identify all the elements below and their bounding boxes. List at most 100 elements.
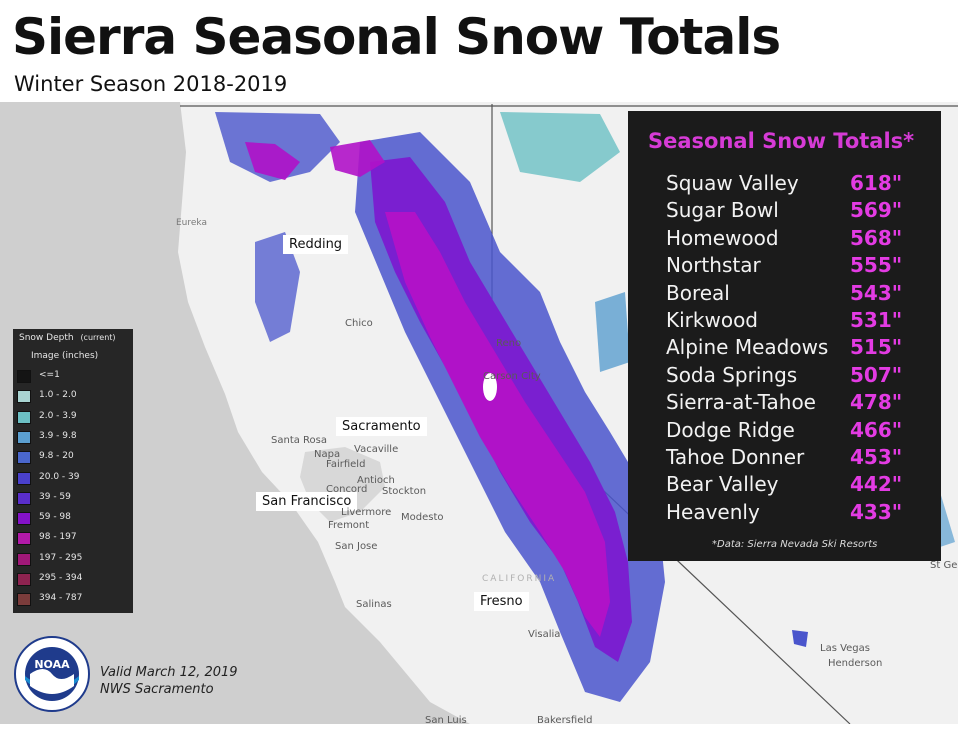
resort-name: Dodge Ridge <box>666 417 795 442</box>
city-eureka: Eureka <box>176 218 207 228</box>
resort-row: Homewood 568" <box>666 226 926 252</box>
state-label: CALIFORNIA <box>482 574 557 584</box>
city-chico: Chico <box>345 318 373 329</box>
city-napa: Napa <box>314 449 341 460</box>
city-vacaville: Vacaville <box>354 444 399 455</box>
resort-name: Kirkwood <box>666 308 759 332</box>
city-st-george: St Geo <box>930 560 958 571</box>
resort-name: Heavenly <box>666 499 760 524</box>
resort-snow-total: 555" <box>850 253 903 278</box>
snow-band-core <box>385 212 610 637</box>
legend-label: 2.0 - 3.9 <box>39 410 77 421</box>
city-las-vegas: Las Vegas <box>820 643 870 654</box>
resort-row: Sugar Bowl 569" <box>666 198 926 224</box>
city-concord: Concord <box>326 484 368 495</box>
legend-label: 3.9 - 9.8 <box>39 430 77 441</box>
legend-swatch <box>17 491 31 505</box>
resort-snow-total: 433" <box>850 499 903 524</box>
resort-row: Alpine Meadows 515" <box>666 335 926 361</box>
resort-name: Soda Springs <box>666 362 798 387</box>
resort-row: Bear Valley 442" <box>666 472 926 498</box>
snow-nv-1 <box>500 112 620 182</box>
city-modesto: Modesto <box>401 512 444 523</box>
city-san-francisco: San Francisco <box>256 492 358 511</box>
resort-snow-total: 568" <box>850 225 903 250</box>
city-redding: Redding <box>283 235 349 254</box>
resort-row: Sierra-at-Tahoe 478" <box>666 390 926 416</box>
city-salinas: Salinas <box>356 599 392 610</box>
noaa-logo-icon: NOAA <box>14 636 90 712</box>
legend-label: 9.8 - 20 <box>39 451 74 462</box>
snow-totals-panel: Seasonal Snow Totals* Squaw Valley 618" Su… <box>628 111 941 561</box>
legend-swatch <box>17 390 31 404</box>
snow-north-2 <box>245 142 300 180</box>
resort-snow-total: 569" <box>850 198 903 223</box>
resort-snow-total: 442" <box>850 472 903 497</box>
legend-subtitle: Image (inches) <box>31 351 99 361</box>
resort-snow-total: 531" <box>850 308 903 332</box>
legend-label: 98 - 197 <box>39 532 77 543</box>
legend-label: 394 - 787 <box>39 593 83 604</box>
city-fresno: Fresno <box>474 592 529 611</box>
city-livermore: Livermore <box>341 507 392 518</box>
legend-swatch <box>17 573 31 586</box>
resort-name: Squaw Valley <box>666 171 799 195</box>
resort-name: Homewood <box>666 225 779 250</box>
resort-snow-total: 453" <box>850 445 903 469</box>
resort-name: Bear Valley <box>666 472 779 497</box>
snow-coast-range <box>255 232 300 342</box>
resort-name: Boreal <box>666 280 730 305</box>
legend-swatch <box>17 471 31 485</box>
city-visalia: Visalia <box>528 629 561 640</box>
legend-label: 295 - 394 <box>39 573 83 583</box>
city-santa-rosa: Santa Rosa <box>271 435 327 446</box>
legend-title-row: Snow Depth (current) <box>19 333 116 343</box>
legend-swatch <box>17 451 31 465</box>
city-henderson: Henderson <box>828 658 883 669</box>
city-stockton: Stockton <box>382 486 427 497</box>
lake-tahoe <box>483 373 497 401</box>
resort-snow-total: 515" <box>850 335 903 360</box>
valid-info: Valid March 12, 2019 NWS Sacramento <box>100 665 238 699</box>
snow-nv-2 <box>595 292 630 372</box>
noaa-logo-text: NOAA <box>34 658 70 671</box>
snow-north-3 <box>330 140 385 177</box>
legend-label: <=1 <box>39 370 60 380</box>
city-reno: Reno <box>496 338 522 349</box>
resort-snow-total: 543" <box>850 280 903 305</box>
legend-label: 1.0 - 2.0 <box>39 390 77 401</box>
legend-swatch <box>17 370 31 383</box>
totals-title: Seasonal Snow Totals* <box>648 129 915 153</box>
city-antioch: Antioch <box>357 475 395 486</box>
snow-nv-3 <box>792 630 808 647</box>
legend-swatch <box>17 552 31 566</box>
page-subtitle: Winter Season 2018-2019 <box>14 72 288 96</box>
resort-row: Kirkwood 531" <box>666 308 926 334</box>
snow-depth-legend: Snow Depth (current) Image (inches) <=1 1… <box>13 329 133 613</box>
city-bakersfield: Bakersfield <box>537 715 593 724</box>
legend-label: 59 - 98 <box>39 512 71 523</box>
legend-title: Snow Depth <box>19 333 74 343</box>
resort-name: Sierra-at-Tahoe <box>666 390 816 415</box>
issuing-office: NWS Sacramento <box>100 681 214 697</box>
city-fremont: Fremont <box>328 520 370 531</box>
legend-swatch <box>17 430 31 444</box>
resort-name: Northstar <box>666 253 761 278</box>
city-carson-city: Carson City <box>483 371 541 382</box>
resort-name: Tahoe Donner <box>666 445 805 469</box>
resort-row: Heavenly 433" <box>666 500 926 526</box>
legend-title-note: (current) <box>80 333 116 342</box>
legend-label: 39 - 59 <box>39 491 71 502</box>
resort-row: Squaw Valley 618" <box>666 171 926 197</box>
legend-swatch <box>17 410 31 424</box>
page-title: Sierra Seasonal Snow Totals <box>12 8 781 66</box>
legend-label: 197 - 295 <box>39 552 83 563</box>
city-san-jose: San Jose <box>335 541 378 552</box>
city-san-luis: San Luis <box>425 715 467 724</box>
resort-snow-total: 618" <box>850 171 903 195</box>
valid-date: Valid March 12, 2019 <box>100 665 238 680</box>
resort-snow-total: 478" <box>850 390 903 415</box>
resort-name: Sugar Bowl <box>666 198 779 223</box>
resort-row: Northstar 555" <box>666 253 926 279</box>
resort-snow-total: 507" <box>850 362 903 387</box>
